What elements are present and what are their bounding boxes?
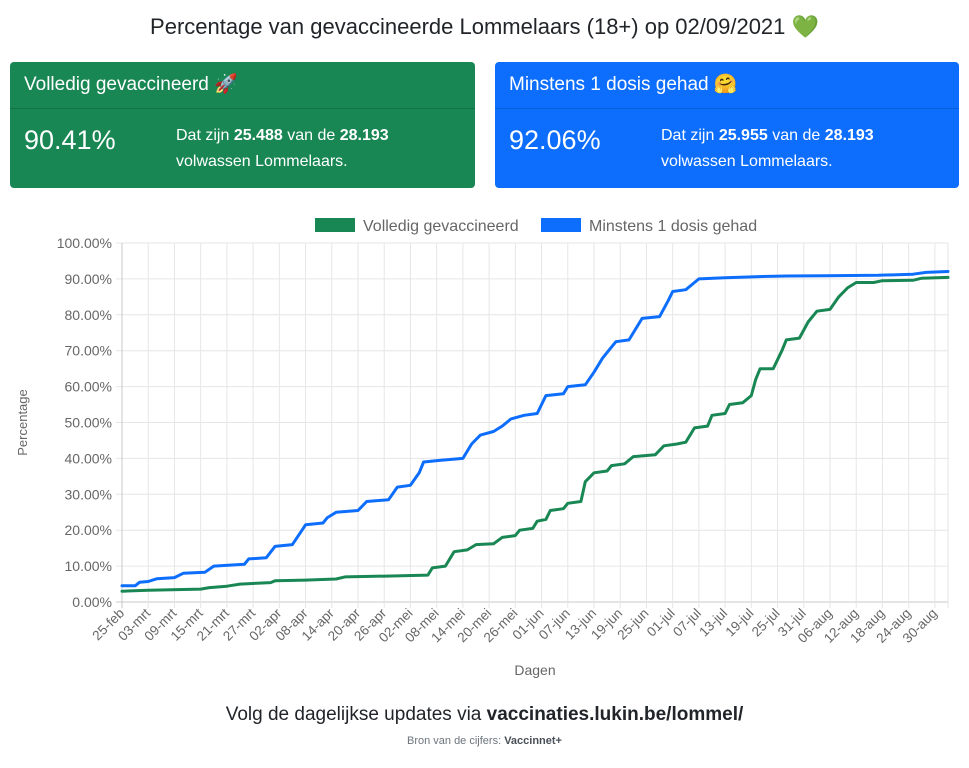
y-tick-label: 10.00% — [65, 558, 112, 574]
y-tick-label: 20.00% — [65, 522, 112, 538]
series-line-1 — [120, 270, 950, 588]
page-title: Percentage van gevaccineerde Lommelaars … — [0, 14, 969, 40]
x-tick-label: 13-jul — [696, 606, 730, 640]
y-axis-title: Percentage — [15, 389, 30, 456]
x-tick-label: 25-jul — [749, 606, 783, 640]
legend-label: Minstens 1 dosis gehad — [589, 218, 757, 235]
total-value: 28.193 — [339, 127, 389, 144]
card-header: Volledig gevaccineerd 🚀 — [10, 62, 475, 109]
x-tick-label: 07-jul — [670, 606, 704, 640]
hugging-face-icon: 🤗 — [713, 74, 738, 95]
y-tick-label: 100.00% — [57, 235, 112, 251]
y-tick-label: 90.00% — [65, 271, 112, 287]
card-description: Dat zijn 25.488 van de 28.193 volwassen … — [176, 123, 389, 175]
card-title: Minstens 1 dosis gehad — [509, 74, 709, 95]
count-value: 25.488 — [233, 127, 283, 144]
card-fully-vaccinated: Volledig gevaccineerd 🚀 90.41% Dat zijn … — [10, 62, 475, 188]
x-tick-label: 19-jul — [722, 606, 756, 640]
footer-updates: Volg de dagelijkse updates via vaccinati… — [0, 704, 969, 726]
percentage-value: 92.06% — [509, 125, 601, 155]
y-tick-label: 0.00% — [72, 594, 112, 610]
card-body: 92.06% Dat zijn 25.955 van de 28.193 vol… — [495, 109, 959, 189]
y-tick-label: 60.00% — [65, 379, 112, 395]
vaccination-line-chart: 0.00% 10.00% 20.00% 30.00% 40.00% 50.00% 60.00… — [15, 218, 950, 678]
page-title-text: Percentage van gevaccineerde Lommelaars … — [150, 14, 786, 39]
footer-source: Bron van de cijfers: Vaccinnet+ — [0, 735, 969, 747]
y-tick-label: 40.00% — [65, 450, 112, 466]
rocket-icon: 🚀 — [214, 74, 238, 95]
card-title: Volledig gevaccineerd — [24, 74, 209, 95]
desc-text: van de — [772, 127, 821, 144]
y-tick-label: 70.00% — [65, 343, 112, 359]
desc-text: volwassen Lommelaars. — [661, 153, 833, 170]
desc-text: van de — [287, 127, 336, 144]
updates-link[interactable]: vaccinaties.lukin.be/lommel/ — [486, 704, 744, 725]
legend-swatch-0 — [315, 218, 355, 232]
legend-swatch-1 — [541, 218, 581, 232]
y-tick-label: 30.00% — [65, 486, 112, 502]
y-tick-label: 50.00% — [65, 415, 112, 431]
x-tick-label: 01-jul — [644, 606, 678, 640]
card-body: 90.41% Dat zijn 25.488 van de 28.193 vol… — [10, 109, 475, 189]
legend-label: Volledig gevaccineerd — [363, 218, 519, 235]
card-first-dose: Minstens 1 dosis gehad 🤗 92.06% Dat zijn… — [495, 62, 959, 188]
count-value: 25.955 — [718, 127, 768, 144]
card-header: Minstens 1 dosis gehad 🤗 — [495, 62, 959, 109]
card-description: Dat zijn 25.955 van de 28.193 volwassen … — [661, 123, 874, 175]
heart-icon: 💚 — [791, 14, 819, 39]
desc-text: Dat zijn — [661, 127, 715, 144]
y-tick-label: 80.00% — [65, 307, 112, 323]
desc-text: volwassen Lommelaars. — [176, 153, 348, 170]
footer-updates-text: Volg de dagelijkse updates via — [225, 704, 482, 725]
source-label: Bron van de cijfers: — [406, 735, 502, 747]
percentage-value: 90.41% — [24, 125, 116, 155]
x-axis-title: Dagen — [514, 662, 555, 678]
total-value: 28.193 — [824, 127, 874, 144]
series-line-0 — [120, 275, 950, 593]
source-name: Vaccinnet+ — [504, 735, 562, 747]
desc-text: Dat zijn — [176, 127, 230, 144]
